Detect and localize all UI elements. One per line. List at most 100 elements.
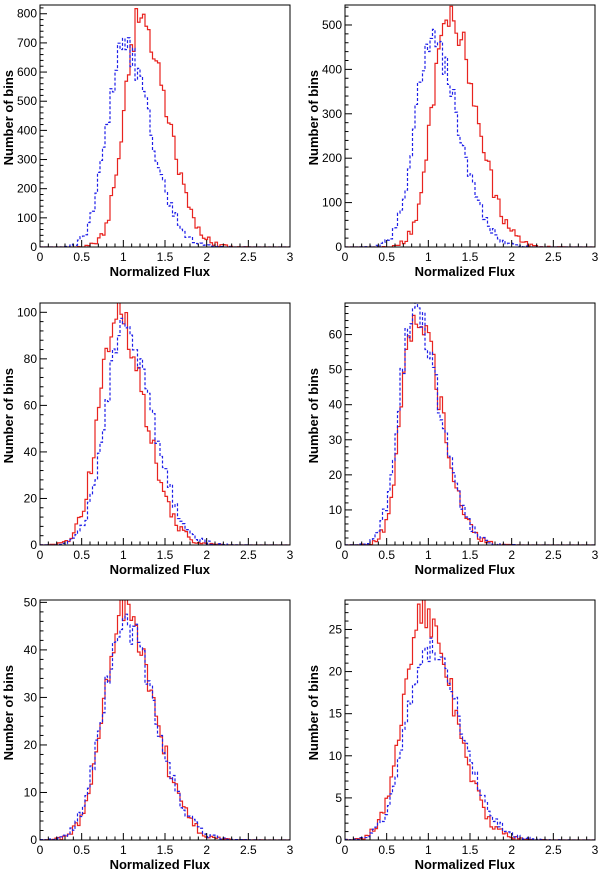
y-tick-label: 0 [30,833,37,847]
panel-3: 0 0.5 1 1.5 2 2.5 3 0 20 40 60 80 100 Normalized Flux… [1,302,294,577]
y-tick-label: 500 [322,18,342,32]
x-tick-label: 3 [287,548,294,562]
series-dashed-histogram [345,637,595,840]
x-tick-label: 3 [592,843,599,857]
panel-6: 0 0.5 1 1.5 2 2.5 3 0 5 10 15 20 25 Normalized Flux Nu… [306,599,599,871]
x-tick-label: 2.5 [545,548,562,562]
series-solid-histogram [40,600,290,840]
series-solid-histogram [345,600,595,840]
plot-frame [39,4,291,248]
x-tick-label: 0 [37,843,44,857]
series-solid-histogram [40,8,290,247]
plot-frame [344,599,596,841]
x-tick-label: 0 [342,843,349,857]
x-tick-label: 1 [120,548,127,562]
x-tick-label: 1.5 [462,548,479,562]
y-tick-label: 10 [329,749,343,763]
y-tick-label: 100 [17,305,37,319]
y-tick-label: 0 [30,538,37,552]
x-tick-label: 2 [203,250,210,264]
y-tick-label: 20 [329,665,343,679]
series-solid-histogram [40,303,290,545]
y-tick-label: 30 [329,433,343,447]
y-tick-label: 25 [329,622,343,636]
y-tick-label: 80 [24,352,38,366]
y-tick-label: 500 [17,94,37,108]
x-axis-title: Normalized Flux [110,264,211,279]
series-dashed-histogram [345,303,595,545]
x-tick-label: 1.5 [157,250,174,264]
y-tick-label: 300 [17,153,37,167]
y-tick-label: 200 [17,182,37,196]
y-tick-label: 60 [24,398,38,412]
x-tick-label: 0.5 [378,250,395,264]
x-tick-label: 3 [592,548,599,562]
y-axis-title: Number of bins [1,368,16,463]
x-tick-label: 0.5 [73,548,90,562]
y-tick-label: 20 [329,468,343,482]
y-tick-label: 0 [335,833,342,847]
x-tick-label: 0.5 [378,548,395,562]
y-tick-label: 100 [17,211,37,225]
y-axis-title: Number of bins [306,368,321,463]
y-tick-label: 800 [17,7,37,21]
x-tick-label: 2 [508,250,515,264]
series-dashed-histogram [345,28,595,247]
y-tick-label: 10 [24,785,38,799]
series-dashed-histogram [40,613,290,840]
y-tick-label: 0 [335,538,342,552]
y-axis-title: Number of bins [306,70,321,165]
panel-1: 0 0.5 1 1.5 2 2.5 3 0 100 200 300 400 500 600 700 800 No… [1,4,294,279]
series-solid-histogram [345,5,595,247]
plot-frame [344,4,596,248]
panel-2: 0 0.5 1 1.5 2 2.5 3 0 100 200 300 400 500 Normalized … [306,4,599,279]
series-dashed-histogram [40,37,290,247]
x-tick-label: 0.5 [378,843,395,857]
y-tick-label: 200 [322,151,342,165]
x-tick-label: 1 [425,250,432,264]
x-axis-title: Normalized Flux [110,562,211,577]
x-axis-title: Normalized Flux [110,857,211,871]
y-tick-label: 60 [329,328,343,342]
x-tick-label: 0 [342,548,349,562]
y-tick-label: 5 [335,791,342,805]
x-tick-label: 1.5 [462,843,479,857]
x-tick-label: 3 [287,250,294,264]
y-tick-label: 40 [24,643,38,657]
x-tick-label: 2 [508,843,515,857]
x-tick-label: 1.5 [157,843,174,857]
plot-frame [39,599,291,841]
plot-frame [39,302,291,546]
x-tick-label: 0 [37,548,44,562]
x-tick-label: 1 [425,548,432,562]
x-axis-title: Normalized Flux [415,264,516,279]
y-tick-label: 400 [322,62,342,76]
y-tick-label: 400 [17,123,37,137]
x-axis-title: Normalized Flux [415,857,516,871]
x-tick-label: 2 [203,548,210,562]
x-tick-label: 2.5 [240,250,257,264]
x-tick-label: 1 [425,843,432,857]
y-tick-label: 40 [24,445,38,459]
x-tick-label: 0.5 [73,843,90,857]
x-tick-label: 1 [120,843,127,857]
y-tick-label: 300 [322,107,342,121]
x-tick-label: 2.5 [545,843,562,857]
x-tick-label: 2.5 [240,843,257,857]
x-tick-label: 0 [37,250,44,264]
x-tick-label: 3 [287,843,294,857]
x-tick-label: 3 [592,250,599,264]
y-tick-label: 600 [17,65,37,79]
x-tick-label: 2.5 [240,548,257,562]
y-tick-label: 0 [335,240,342,254]
x-tick-label: 0 [342,250,349,264]
y-tick-label: 10 [329,503,343,517]
series-dashed-histogram [40,317,290,545]
x-tick-label: 1.5 [157,548,174,562]
x-tick-label: 2.5 [545,250,562,264]
x-tick-label: 2 [508,548,515,562]
y-tick-label: 15 [329,707,343,721]
y-tick-label: 30 [24,690,38,704]
